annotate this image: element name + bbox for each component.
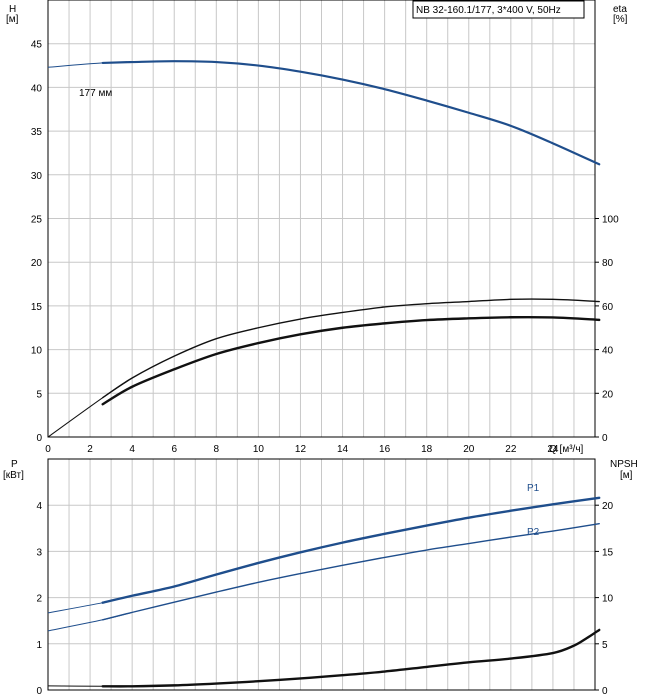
y-axis-right-name-bottom: NPSH [610, 459, 638, 470]
bottom-tick-labels: 0 1 2 3 4 0 5 10 15 20 [36, 501, 613, 697]
bottom-panel: 0 1 2 3 4 0 5 10 15 20 P [кВт] NPSH [м] P1 P2 [3, 458, 638, 697]
y-axis-left-name-bottom: P [11, 459, 18, 470]
x-tick-label: 24 [547, 444, 559, 455]
y-tick-label-right: 15 [602, 547, 614, 558]
x-tick-label: 14 [337, 444, 349, 455]
x-tick-label: 10 [253, 444, 265, 455]
y-tick-label-left: 0 [36, 433, 42, 444]
y-axis-left-name: H [9, 4, 16, 15]
y-axis-left-unit-bottom: [кВт] [3, 470, 24, 481]
y-tick-label-left: 3 [36, 547, 42, 558]
efficiency-curve-upper [102, 298, 600, 399]
y-axis-left-unit: [м] [6, 14, 19, 25]
top-grid [48, 0, 595, 437]
top-series-layer [47, 60, 601, 438]
power-curve-p2 [102, 522, 600, 621]
series-label-p1: P1 [527, 483, 540, 494]
y-tick-label-right: 100 [602, 215, 619, 226]
x-tick-label: 18 [421, 444, 433, 455]
chart-title-box [412, 0, 585, 19]
y-tick-label-left: 2 [36, 594, 42, 605]
bottom-plot-frame [47, 458, 596, 691]
chart-title: NB 32-160.1/177, 3*400 V, 50Hz [416, 5, 561, 16]
y-axis-right-unit: [%] [613, 14, 628, 25]
x-tick-label: 22 [505, 444, 517, 455]
y-tick-label-left: 0 [36, 686, 42, 697]
efficiency-curve-lower [101, 315, 601, 406]
x-tick-label: 20 [463, 444, 475, 455]
y-tick-label-right: 5 [602, 640, 608, 651]
y-tick-label-right: 10 [602, 594, 614, 605]
x-tick-label: 2 [87, 444, 93, 455]
y-axis-right-unit-bottom: [м] [620, 470, 633, 481]
x-tick-label: 12 [295, 444, 307, 455]
npsh-curve [101, 628, 601, 688]
y-axis-right-name: eta [613, 4, 627, 15]
y-tick-label-left: 25 [31, 215, 43, 226]
power-curve-p1 [101, 496, 601, 604]
bottom-series-layer [47, 496, 601, 688]
x-tick-label: 16 [379, 444, 391, 455]
y-tick-label-left: 1 [36, 640, 42, 651]
y-tick-label-left: 10 [31, 346, 43, 357]
y-tick-label-right: 0 [602, 433, 608, 444]
y-tick-label-left: 30 [31, 171, 43, 182]
y-tick-label-left: 15 [31, 302, 43, 313]
x-tick-label: 6 [171, 444, 177, 455]
y-tick-label-right: 40 [602, 346, 614, 357]
bottom-grid [48, 459, 595, 690]
y-tick-label-left: 4 [36, 501, 42, 512]
y-tick-label-right: 80 [602, 258, 614, 269]
x-tick-label: 0 [45, 444, 51, 455]
series-label-p2: P2 [527, 527, 540, 538]
head-curve-177 [101, 60, 601, 166]
y-tick-label-left: 5 [36, 389, 42, 400]
y-tick-label-left: 40 [31, 83, 43, 94]
x-tick-label: 8 [214, 444, 220, 455]
curve-annotation-177: 177 мм [79, 88, 112, 99]
y-tick-label-right: 0 [602, 686, 608, 697]
y-tick-label-right: 60 [602, 302, 614, 313]
y-tick-label-left: 35 [31, 127, 43, 138]
y-tick-label-right: 20 [602, 389, 614, 400]
y-tick-label-left: 20 [31, 258, 43, 269]
y-tick-label-right: 20 [602, 501, 614, 512]
x-tick-label: 4 [129, 444, 135, 455]
y-tick-label-left: 45 [31, 40, 43, 51]
x-axis-label: Q [м³/ч] [549, 444, 584, 455]
